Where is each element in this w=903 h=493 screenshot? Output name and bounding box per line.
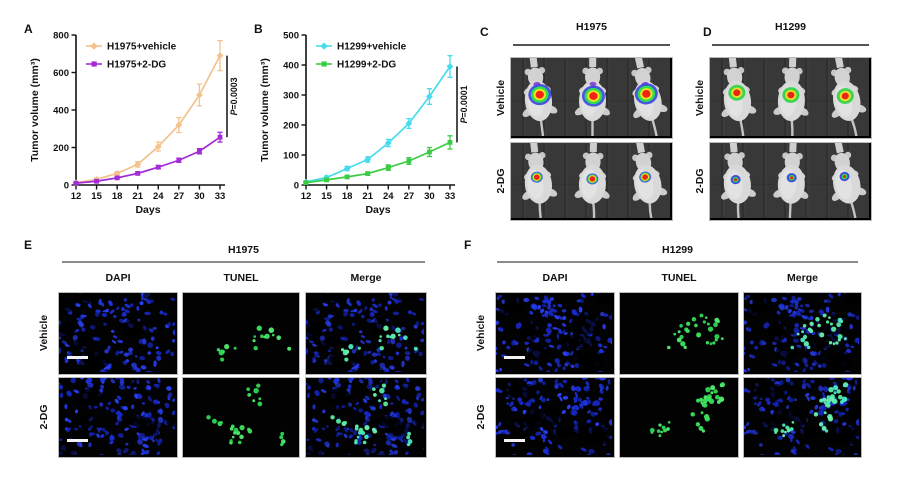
panel-e-vehicle-merge-image [305, 292, 427, 375]
svg-text:H1975+vehicle: H1975+vehicle [107, 42, 177, 53]
svg-text:12: 12 [71, 191, 82, 202]
svg-text:18: 18 [112, 191, 123, 202]
panel-f-2dg-merge-image [743, 377, 862, 458]
panel-d-title-rule [712, 44, 869, 46]
panel-f-vehicle-merge-image [743, 292, 862, 375]
panel-c-title-rule [513, 44, 670, 46]
panel-c-row-label-2dg: 2-DG [495, 168, 507, 194]
panel-e-vehicle-tunel-image [182, 292, 300, 375]
svg-text:15: 15 [91, 191, 102, 202]
svg-text:H1299+2-DG: H1299+2-DG [337, 60, 396, 71]
panel-e-col-tunel: TUNEL [223, 272, 259, 284]
panel-e-row-label-vehicle: Vehicle [38, 314, 50, 352]
panel-e-col-merge: Merge [350, 272, 382, 284]
svg-text:400: 400 [283, 60, 299, 71]
svg-text:12: 12 [301, 191, 312, 202]
svg-text:500: 500 [283, 30, 299, 41]
panel-f-title-rule [497, 261, 858, 263]
panel-f-row-label-2dg: 2-DG [475, 404, 487, 430]
panel-f-col-tunel: TUNEL [661, 272, 697, 284]
svg-text:30: 30 [424, 191, 435, 202]
svg-text:Tumor volume (mm³): Tumor volume (mm³) [259, 58, 271, 162]
svg-text:0: 0 [64, 180, 69, 191]
panel-e-2dg-merge-image [305, 377, 427, 458]
svg-text:Days: Days [135, 204, 160, 216]
svg-text:H1975+2-DG: H1975+2-DG [107, 60, 166, 71]
svg-text:21: 21 [362, 191, 373, 202]
panel-f-row-label-vehicle: Vehicle [475, 314, 487, 352]
panel-label-e: E [24, 238, 33, 252]
svg-text:0: 0 [294, 180, 299, 191]
svg-text:21: 21 [132, 191, 143, 202]
svg-text:24: 24 [153, 191, 164, 202]
panel-d-2dg-mice-image [709, 142, 872, 221]
panel-f-col-merge: Merge [787, 272, 818, 284]
svg-text:18: 18 [342, 191, 353, 202]
panel-e-2dg-tunel-image [182, 377, 300, 458]
svg-text:P=0.0003: P=0.0003 [229, 77, 239, 115]
panel-d-vehicle-mice-image [709, 57, 872, 139]
svg-text:P=0.0001: P=0.0001 [459, 85, 469, 123]
panel-e-row-label-2dg: 2-DG [38, 404, 50, 430]
svg-text:Days: Days [365, 204, 390, 216]
panel-e-vehicle-dapi-image [58, 292, 178, 375]
svg-text:200: 200 [283, 120, 299, 131]
svg-text:27: 27 [174, 191, 185, 202]
panel-c-2dg-mice-image [510, 142, 673, 221]
panel-f-vehicle-tunel-image [619, 292, 739, 375]
svg-text:200: 200 [53, 143, 69, 154]
panel-label-b: B [254, 22, 263, 36]
panel-e-title-rule [62, 261, 425, 263]
panel-f-vehicle-dapi-image [495, 292, 615, 375]
svg-text:600: 600 [53, 68, 69, 79]
panel-f-title: H1299 [662, 244, 693, 256]
panel-e-col-dapi: DAPI [105, 272, 131, 284]
svg-text:24: 24 [383, 191, 394, 202]
panel-f-col-dapi: DAPI [542, 272, 568, 284]
panel-d-row-label-2dg: 2-DG [694, 168, 706, 194]
svg-text:30: 30 [194, 191, 205, 202]
tumor-volume-chart-h1975: 0 200 400 600 800 12 15 18 21 24 27 30 33 Days Tumor v… [29, 30, 239, 216]
panel-label-f: F [464, 238, 472, 252]
svg-text:300: 300 [283, 90, 299, 101]
panel-f-2dg-dapi-image [495, 377, 615, 458]
svg-text:400: 400 [53, 105, 69, 116]
panel-c-title: H1975 [576, 21, 607, 33]
panel-e-title: H1975 [228, 244, 259, 256]
panel-e-2dg-dapi-image [58, 377, 178, 458]
svg-text:27: 27 [404, 191, 415, 202]
panel-label-a: A [24, 22, 33, 36]
svg-text:800: 800 [53, 30, 69, 41]
panel-label-d: D [703, 25, 712, 39]
panel-c-row-label-vehicle: Vehicle [495, 79, 507, 117]
tumor-volume-chart-h1299: 0 100 200 300 400 500 12 15 18 21 24 27 30 33 Days Tumo… [259, 30, 469, 216]
svg-text:15: 15 [321, 191, 332, 202]
panel-label-c: C [480, 25, 489, 39]
svg-text:Tumor volume (mm³): Tumor volume (mm³) [29, 58, 41, 162]
svg-text:100: 100 [283, 150, 299, 161]
panel-d-row-label-vehicle: Vehicle [694, 79, 706, 117]
panel-f-2dg-tunel-image [619, 377, 739, 458]
panel-c-vehicle-mice-image [510, 57, 673, 139]
svg-text:33: 33 [445, 191, 456, 202]
panel-d-title: H1299 [775, 21, 806, 33]
svg-text:33: 33 [215, 191, 226, 202]
svg-text:H1299+vehicle: H1299+vehicle [337, 42, 407, 53]
